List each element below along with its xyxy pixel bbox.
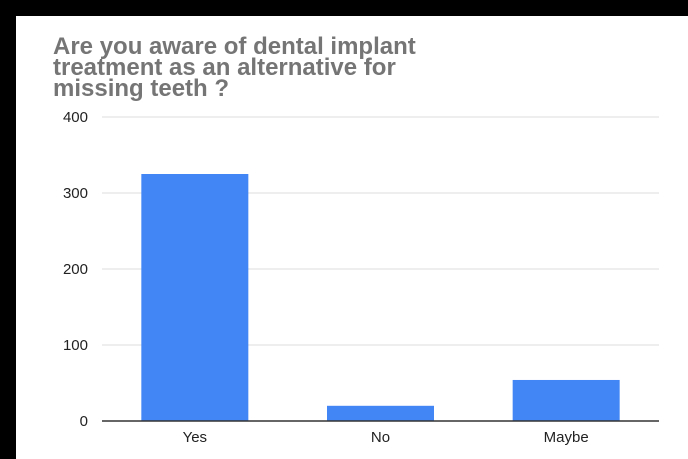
y-tick-label: 300 bbox=[63, 185, 88, 202]
bar-maybe bbox=[512, 379, 620, 421]
x-tick-label: No bbox=[371, 429, 390, 446]
chart-panel: Are you aware of dental implant treatmen… bbox=[16, 16, 688, 459]
bar-no bbox=[327, 405, 434, 421]
y-tick-label: 0 bbox=[80, 413, 88, 430]
y-tick-label: 200 bbox=[63, 261, 88, 278]
x-tick-label: Maybe bbox=[544, 429, 589, 446]
x-tick-label: Yes bbox=[183, 429, 207, 446]
y-tick-label: 400 bbox=[63, 109, 88, 126]
bar-yes bbox=[141, 174, 249, 421]
chart-title: Are you aware of dental implant treatmen… bbox=[53, 33, 416, 102]
y-tick-label: 100 bbox=[63, 337, 88, 354]
bar-chart: 0 100 200 300 400 Yes No Maybe bbox=[63, 109, 659, 446]
